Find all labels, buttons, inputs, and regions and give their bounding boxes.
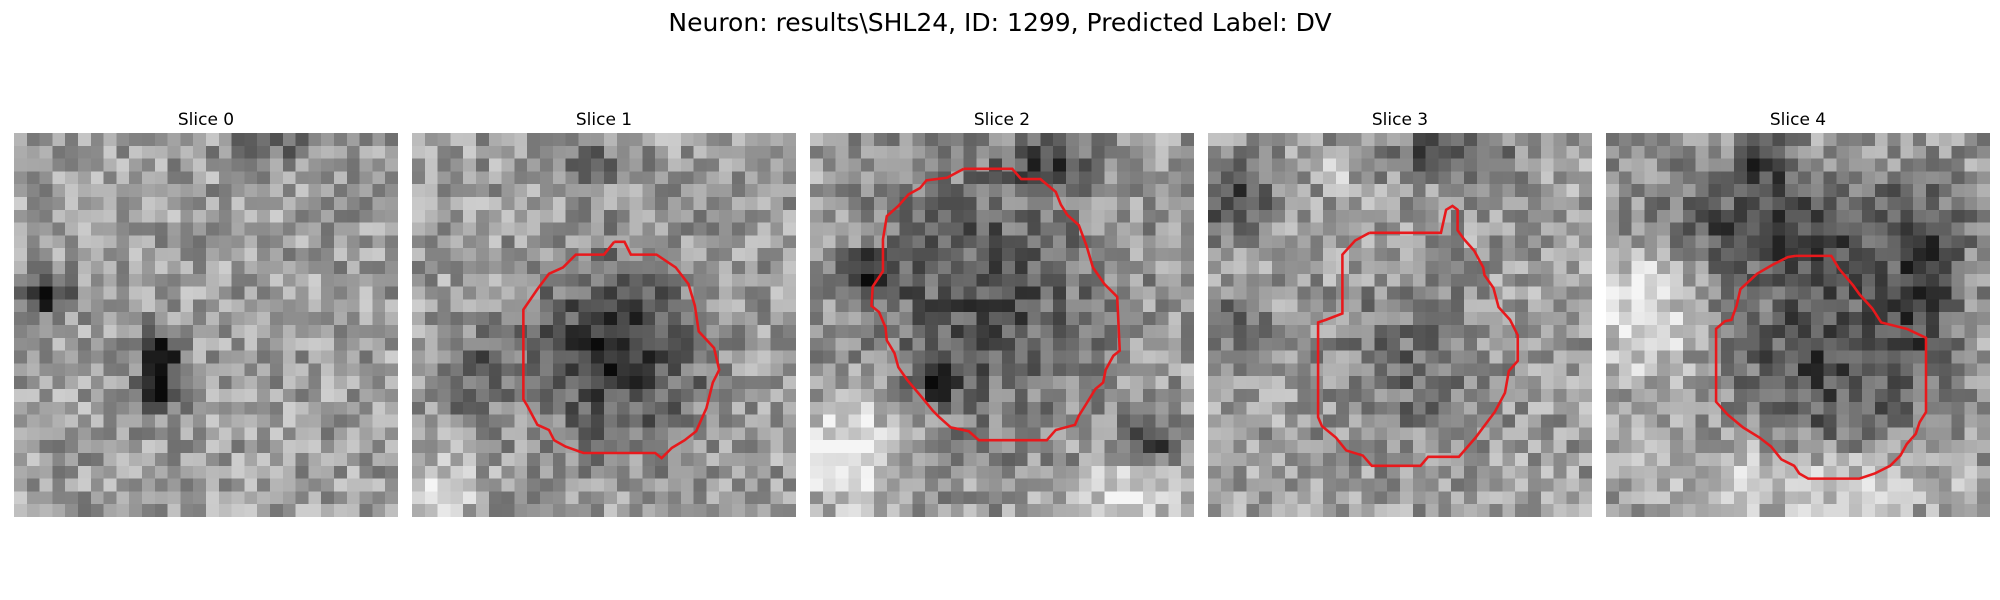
slice-4-svg <box>1606 133 1990 517</box>
segmentation-contour <box>1316 204 1520 468</box>
slice-3-svg <box>1208 133 1592 517</box>
slice-image-2 <box>810 133 1194 517</box>
slice-panel-0: Slice 0 <box>14 110 398 520</box>
figure-title: Neuron: results\SHL24, ID: 1299, Predict… <box>668 8 1332 37</box>
slice-title-2: Slice 2 <box>973 110 1031 130</box>
slice-image-4 <box>1606 133 1990 517</box>
slice-2-svg <box>810 133 1194 517</box>
segmentation-contour <box>1714 254 1928 480</box>
segmentation-contour <box>522 240 721 460</box>
slice-panel-3: Slice 3 <box>1208 110 1592 520</box>
slice-image-1 <box>412 133 796 517</box>
slice-title-3: Slice 3 <box>1371 110 1429 130</box>
slice-title-0: Slice 0 <box>177 110 235 130</box>
segmentation-contour <box>870 167 1122 442</box>
slice-title-1: Slice 1 <box>575 110 633 130</box>
slice-panel-2: Slice 2 <box>810 110 1194 520</box>
slice-panel-4: Slice 4 <box>1606 110 1990 520</box>
slice-title-4: Slice 4 <box>1769 110 1827 130</box>
slice-image-3 <box>1208 133 1592 517</box>
slice-1-svg <box>412 133 796 517</box>
slice-image-0 <box>14 133 398 517</box>
slice-0-svg <box>14 133 398 517</box>
slice-panel-1: Slice 1 <box>412 110 796 520</box>
